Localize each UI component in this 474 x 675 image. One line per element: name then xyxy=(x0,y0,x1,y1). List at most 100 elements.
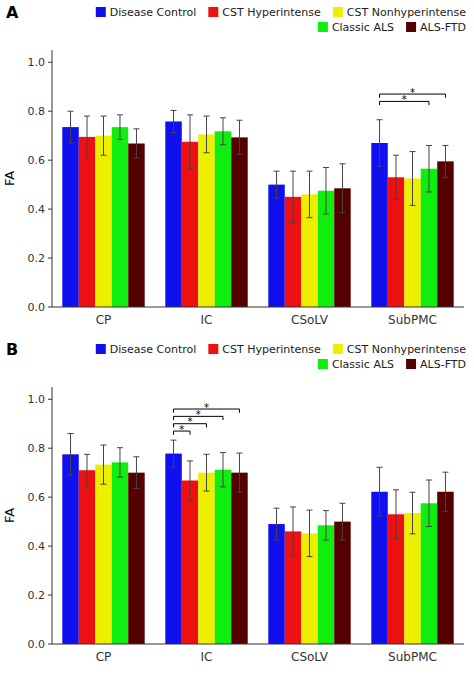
error-bars xyxy=(68,110,383,198)
legend-label: Classic ALS xyxy=(332,21,394,34)
x-tick-label: CSoLV xyxy=(291,650,329,664)
error-bar xyxy=(323,511,329,540)
y-tick-label: 0.2 xyxy=(28,589,46,602)
error-bar xyxy=(442,145,448,177)
x-tick-label: SubPMC xyxy=(388,650,437,664)
x-tick-label: IC xyxy=(201,313,213,327)
legend-swatch xyxy=(318,22,328,32)
error-bar xyxy=(84,116,90,158)
panel-title: B xyxy=(6,340,18,359)
legend-swatch xyxy=(333,344,343,354)
significance-star: * xyxy=(196,409,201,420)
error-bars xyxy=(84,454,399,556)
error-bar xyxy=(339,503,345,540)
chart-panel: A0.00.20.40.60.81.0FACPICCSoLVSubPMC**Di… xyxy=(0,0,474,337)
y-axis-line xyxy=(52,50,53,307)
error-bar xyxy=(117,115,123,139)
bar xyxy=(215,131,231,307)
y-tick xyxy=(48,258,52,259)
x-axis-line xyxy=(52,644,464,645)
significance-star: * xyxy=(179,424,184,435)
legend-label: Disease Control xyxy=(110,6,197,19)
error-bar xyxy=(323,167,329,214)
bar-series xyxy=(112,127,437,307)
error-bar xyxy=(220,118,226,145)
bar xyxy=(318,525,334,644)
legend-item: ALS-FTD xyxy=(406,21,466,34)
error-bar xyxy=(307,171,313,218)
bar-series xyxy=(95,134,420,307)
y-tick-label: 0.6 xyxy=(28,491,46,504)
legend: Disease Control CST Hyperintense CST Nonhy… xyxy=(96,6,466,34)
x-ticks: CPICCSoLVSubPMC xyxy=(96,313,437,327)
legend-item: CST Hyperintense xyxy=(208,343,321,356)
significance-star: * xyxy=(188,416,193,427)
legend-label: CST Nonhyperintense xyxy=(347,343,466,356)
legend-swatch xyxy=(318,359,328,369)
bar xyxy=(268,524,284,644)
plot-area xyxy=(62,434,453,644)
legend-item: CST Nonhyperintense xyxy=(333,343,466,356)
y-tick xyxy=(48,399,52,400)
panel-title: A xyxy=(6,3,19,22)
bar xyxy=(112,127,128,307)
y-tick-label: 0.0 xyxy=(28,638,46,651)
bar-series xyxy=(95,465,420,644)
legend-label: CST Nonhyperintense xyxy=(347,6,466,19)
bar xyxy=(95,465,111,644)
error-bar xyxy=(339,164,345,213)
bar xyxy=(62,454,78,644)
y-tick-label: 1.0 xyxy=(28,56,46,69)
plot-area xyxy=(62,110,453,307)
error-bar xyxy=(171,440,177,467)
bar xyxy=(128,143,144,307)
bar xyxy=(268,185,284,307)
legend-swatch xyxy=(208,7,218,17)
bar xyxy=(62,127,78,307)
error-bar xyxy=(204,454,210,491)
error-bar xyxy=(133,457,139,489)
figure: A0.00.20.40.60.81.0FACPICCSoLVSubPMC**Di… xyxy=(0,0,474,674)
y-ticks: 0.00.20.40.60.81.0 xyxy=(28,393,53,651)
x-tick-label: CSoLV xyxy=(291,313,329,327)
legend-swatch xyxy=(96,344,106,354)
y-tick xyxy=(48,448,52,449)
error-bar xyxy=(84,454,90,486)
error-bar xyxy=(101,445,107,484)
error-bar xyxy=(377,120,383,167)
error-bar xyxy=(204,116,210,153)
bar xyxy=(165,121,181,307)
bar xyxy=(165,454,181,644)
error-bar xyxy=(133,129,139,158)
y-tick xyxy=(48,595,52,596)
significance: ** xyxy=(380,87,446,106)
bar xyxy=(198,134,214,307)
y-tick-label: 0.8 xyxy=(28,105,46,118)
legend-item: Disease Control xyxy=(96,343,197,356)
bar xyxy=(79,137,95,307)
x-tick-label: SubPMC xyxy=(388,313,437,327)
bar xyxy=(437,492,453,644)
error-bars xyxy=(117,448,432,540)
legend-swatch xyxy=(96,7,106,17)
y-tick xyxy=(48,62,52,63)
error-bars xyxy=(133,120,448,213)
legend-item: CST Hyperintense xyxy=(208,6,321,19)
x-ticks: CPICCSoLVSubPMC xyxy=(96,650,437,664)
legend-item: Classic ALS xyxy=(318,21,394,34)
significance-star: * xyxy=(410,87,415,98)
bar xyxy=(198,473,214,644)
x-tick-label: IC xyxy=(201,650,213,664)
error-bars xyxy=(133,453,448,540)
legend-label: Disease Control xyxy=(110,343,197,356)
error-bar xyxy=(187,461,193,500)
legend-swatch xyxy=(333,7,343,17)
y-axis-label: FA xyxy=(2,508,17,523)
error-bar xyxy=(236,120,242,154)
y-axis-label: FA xyxy=(2,171,17,186)
bar xyxy=(371,143,387,307)
y-tick-label: 0.4 xyxy=(28,203,46,216)
bar xyxy=(79,470,95,644)
error-bar xyxy=(307,510,313,557)
error-bar xyxy=(117,448,123,477)
